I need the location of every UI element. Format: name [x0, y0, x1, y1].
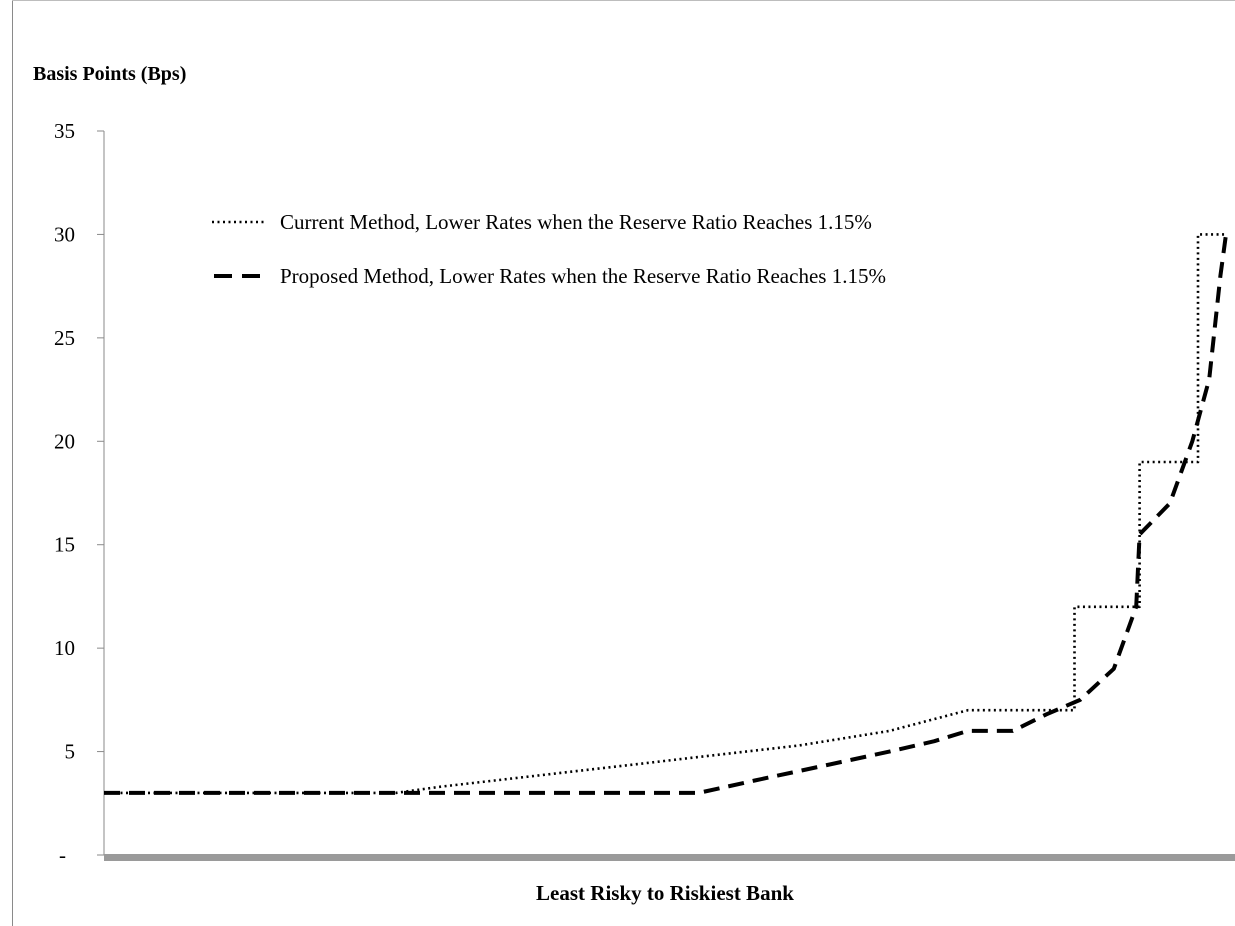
series-current-method-line: [104, 233, 1226, 795]
y-tick-label: 20: [54, 429, 75, 453]
chart-frame-top-border: [12, 0, 1235, 1]
y-tick-label: 30: [54, 222, 75, 246]
y-tick-label: -: [59, 843, 66, 867]
y-axis-ticks: - 5 10 15 20 25 30 35: [54, 119, 104, 867]
y-tick-label: 5: [65, 740, 76, 764]
y-tick-label: 10: [54, 636, 75, 660]
y-tick-label: 35: [54, 119, 75, 143]
legend-label: Proposed Method, Lower Rates when the Re…: [280, 264, 886, 288]
chart-frame-left-border: [12, 0, 13, 926]
x-axis-title: Least Risky to Riskiest Bank: [536, 881, 794, 905]
chart-axes: [103, 131, 1235, 861]
chart-series: [104, 233, 1228, 795]
y-axis-title: Basis Points (Bps): [33, 63, 187, 85]
legend-label: Current Method, Lower Rates when the Res…: [280, 210, 872, 234]
x-axis-baseline: [104, 854, 1235, 861]
y-tick-label: 15: [54, 533, 75, 557]
chart-legend: Current Method, Lower Rates when the Res…: [212, 210, 886, 288]
series-proposed-method-line: [104, 234, 1228, 795]
y-tick-label: 25: [54, 326, 75, 350]
